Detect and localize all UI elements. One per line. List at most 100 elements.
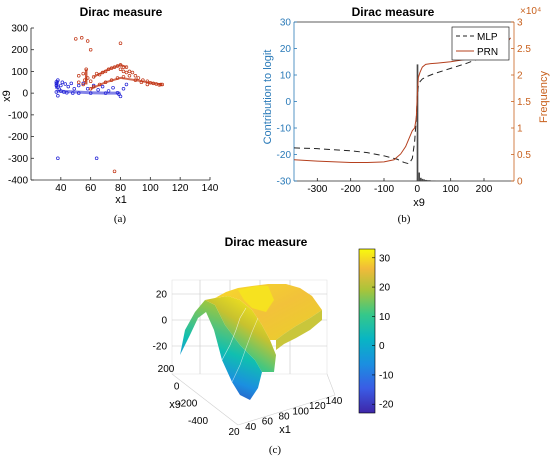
scatter-point <box>121 69 126 74</box>
scatter-point <box>136 76 141 80</box>
y-tick-label: -20 <box>277 150 292 161</box>
legend-box <box>451 26 510 61</box>
scatter-point <box>79 36 84 40</box>
panel-a-xlabel: x1 <box>115 194 127 206</box>
scatter-point <box>94 156 99 161</box>
scatter-point <box>76 74 81 78</box>
panel-b-legend: MLP PRN <box>451 26 510 61</box>
y-tick-label: -400 <box>8 176 28 187</box>
y-tick-label: 0 <box>22 89 28 100</box>
scatter-point <box>100 84 105 89</box>
panel-b-axes: -300 -200 -100 0 100 200-30-20-10010203000.51… <box>277 18 532 196</box>
surface-low-region <box>180 300 262 400</box>
y-tick-label: 200 <box>158 364 175 375</box>
surface-mid-region <box>205 296 276 372</box>
y-right-tick-label: 0.5 <box>517 150 531 161</box>
y-tick-label: -300 <box>8 154 28 165</box>
x-tick-label: 80 <box>278 412 290 423</box>
y-tick-label: 100 <box>11 67 28 78</box>
scatter-point <box>127 74 132 78</box>
scatter-dense-band <box>90 76 163 90</box>
series-line-mlp <box>293 45 511 165</box>
surface-plateau <box>215 284 322 340</box>
scatter-point <box>76 83 81 88</box>
colorbar-ticks: -20 -10 0 10 20 30 <box>372 253 394 411</box>
surface-edge <box>276 310 322 350</box>
panel-b-lines <box>293 37 512 165</box>
y-tick-label: 20 <box>280 44 292 55</box>
panel-a-title: Dirac measure <box>80 5 163 19</box>
colorbar-tick-label: 0 <box>379 341 385 352</box>
scatter-point <box>121 87 126 91</box>
x-tick-label: 100 <box>442 184 459 195</box>
x-tick-label: 40 <box>55 183 67 194</box>
scatter-point <box>145 82 150 87</box>
y-tick-label: 0 <box>174 381 180 392</box>
legend-mlp-label: MLP <box>477 32 498 43</box>
histogram-bar <box>416 64 419 181</box>
scatter-point <box>118 94 123 99</box>
x-tick-label: 120 <box>309 401 326 412</box>
scatter-point <box>73 37 78 41</box>
panel-c-surface <box>180 284 322 400</box>
z-tick-label: -20 <box>153 342 168 353</box>
panel-b-title: Dirac measure <box>352 5 435 19</box>
histogram-bar <box>418 172 420 181</box>
x-tick-label: -100 <box>374 184 394 195</box>
scatter-point <box>85 39 90 43</box>
scatter-point <box>59 83 63 88</box>
scatter-point <box>88 79 93 83</box>
panel-b: Dirac measure -300 -200 -100 0 100 200-30-20-… <box>262 5 550 225</box>
scatter-point <box>112 169 117 174</box>
panel-c-ylabel: x9 <box>169 399 181 411</box>
y-right-tick-label: 3 <box>517 18 523 29</box>
z-tick-label: 20 <box>156 290 168 301</box>
scatter-point <box>81 82 85 87</box>
scatter-point <box>124 82 129 87</box>
panel-a-points <box>54 36 165 174</box>
scatter-dense-band <box>93 63 127 78</box>
histogram-bar <box>430 180 436 181</box>
scatter-point <box>56 93 60 98</box>
surface-ridge <box>238 286 274 312</box>
colorbar-tick-label: -10 <box>379 370 394 381</box>
scatter-point <box>127 69 132 74</box>
y-right-tick-label: 2 <box>517 71 523 82</box>
y-right-tick-label: 1 <box>517 124 523 135</box>
x-tick-label: -300 <box>307 184 327 195</box>
panel-a-axes: 40 60 80 100 120 140 -400 -300 -200 -100 0 100 200 30… <box>8 24 219 195</box>
y-tick-label: 300 <box>11 24 28 35</box>
y-tick-label: 0 <box>285 97 291 108</box>
x-tick-label: 100 <box>292 406 309 417</box>
scatter-point <box>133 74 138 78</box>
y-tick-label: 200 <box>11 45 28 56</box>
scatter-point <box>88 47 93 52</box>
scatter-point <box>130 70 135 75</box>
scatter-point <box>66 84 71 89</box>
colorbar-tick-label: 10 <box>379 312 391 323</box>
y-tick-label: 10 <box>280 71 292 82</box>
scatter-point <box>56 156 60 161</box>
x-tick-label: 20 <box>228 427 240 438</box>
scatter-point <box>63 82 68 86</box>
y-tick-label: -200 <box>8 132 28 143</box>
panel-b-xlabel: x9 <box>413 197 425 209</box>
scatter-point <box>96 88 100 92</box>
scatter-point <box>69 81 74 86</box>
scatter-point <box>85 87 90 91</box>
legend-prn-label: PRN <box>477 47 498 58</box>
panel-b-right-exponent: ×10⁴ <box>520 6 541 17</box>
x-tick-label: -200 <box>341 184 361 195</box>
y-tick-label: -10 <box>277 124 292 135</box>
scatter-point <box>76 80 81 85</box>
scatter-point <box>118 67 123 72</box>
histogram-bar <box>420 177 422 181</box>
y-tick-label: -30 <box>277 177 292 188</box>
y-right-tick-label: 2.5 <box>517 44 531 55</box>
x-tick-label: 60 <box>85 183 97 194</box>
colorbar-tick-label: 20 <box>379 283 391 294</box>
y-tick-label: 30 <box>280 18 292 29</box>
histogram-bar <box>423 179 425 181</box>
